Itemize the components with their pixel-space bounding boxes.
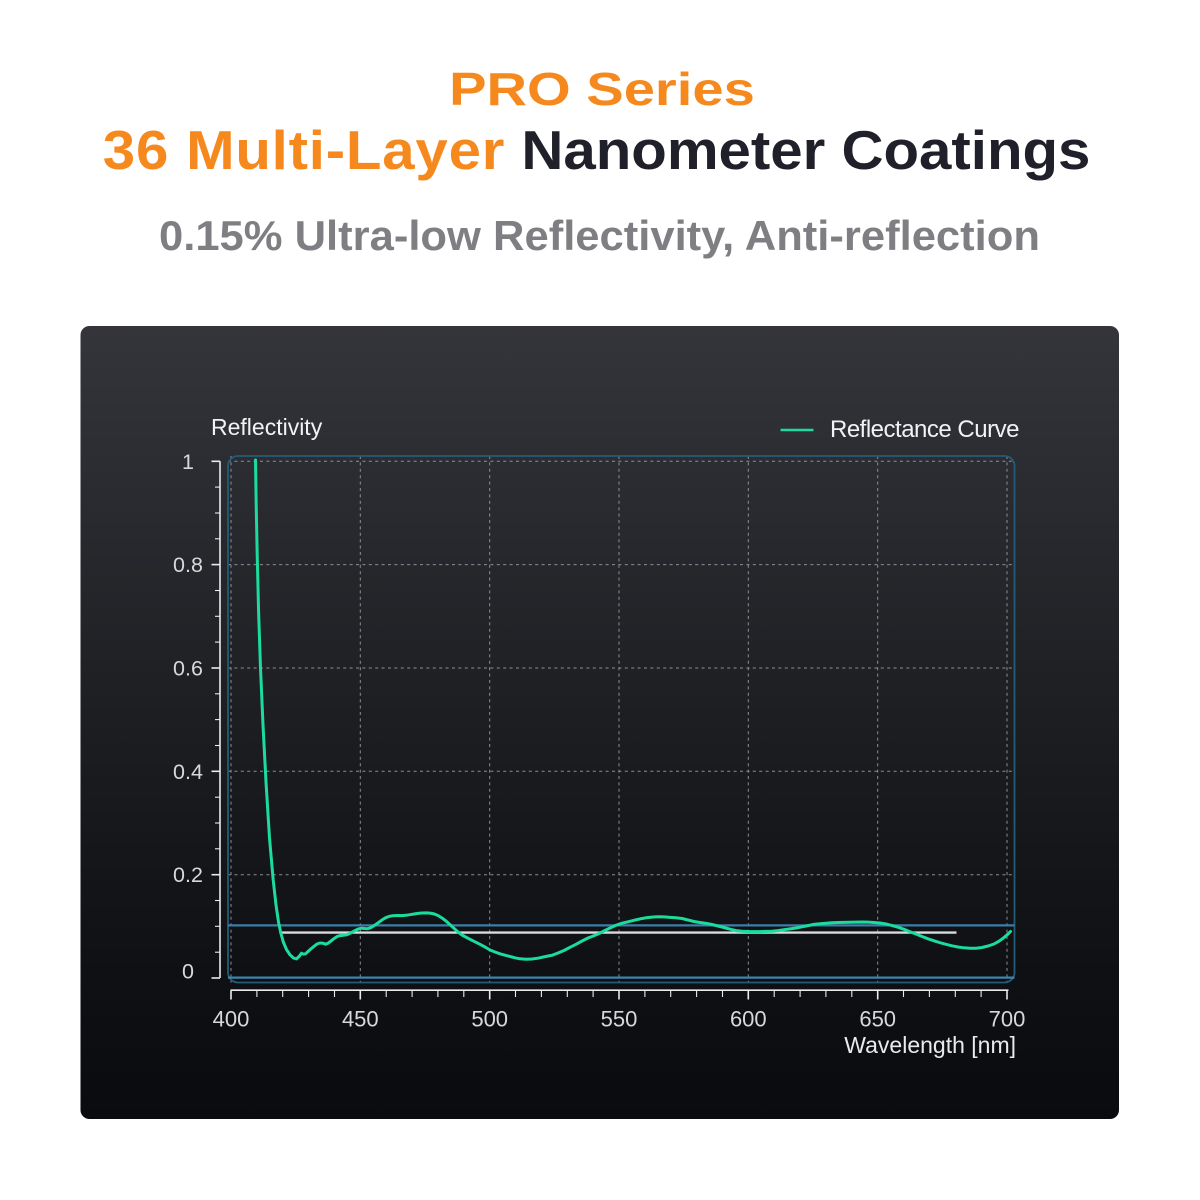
svg-text:550: 550 xyxy=(601,1007,638,1032)
svg-text:500: 500 xyxy=(471,1007,508,1032)
svg-text:Reflectance Curve: Reflectance Curve xyxy=(830,416,1019,443)
svg-text:600: 600 xyxy=(730,1007,767,1032)
svg-text:400: 400 xyxy=(213,1007,250,1032)
svg-text:0.2: 0.2 xyxy=(173,863,203,887)
svg-text:Wavelength [nm]: Wavelength [nm] xyxy=(844,1032,1016,1058)
svg-text:1: 1 xyxy=(182,450,194,474)
svg-text:450: 450 xyxy=(342,1007,379,1032)
svg-text:0.4: 0.4 xyxy=(173,760,203,784)
svg-text:0.6: 0.6 xyxy=(173,657,203,681)
svg-text:0.8: 0.8 xyxy=(173,553,203,577)
svg-text:700: 700 xyxy=(989,1007,1026,1032)
svg-text:0: 0 xyxy=(182,959,194,983)
svg-text:650: 650 xyxy=(859,1007,896,1032)
svg-text:Reflectivity: Reflectivity xyxy=(211,414,323,440)
